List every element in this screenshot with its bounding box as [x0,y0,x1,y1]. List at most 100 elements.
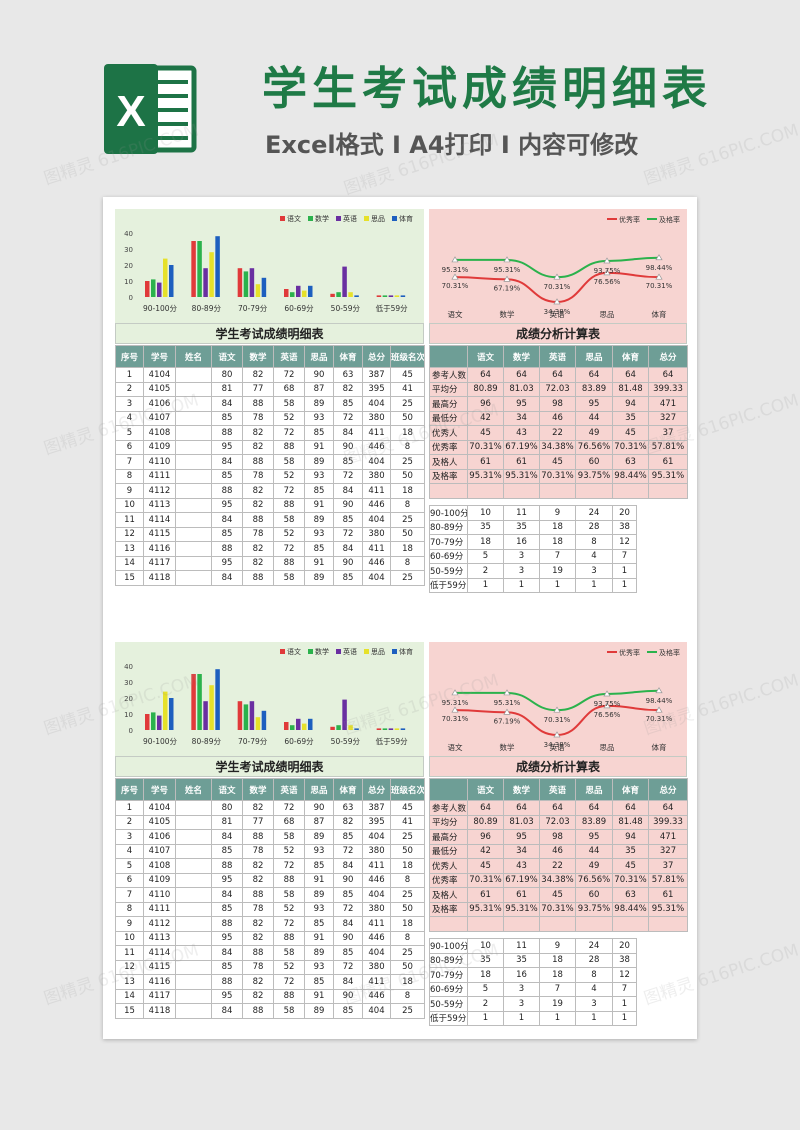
analysis-cell[interactable]: 95.31% [467,468,504,484]
analysis-cell[interactable]: 96 [467,396,504,412]
distribution-cell[interactable]: 20 [612,505,637,521]
score-cell[interactable]: 18 [390,974,425,990]
score-cell[interactable]: 411 [362,858,391,874]
distribution-cell[interactable]: 7 [612,981,637,997]
distribution-cell[interactable]: 1 [575,577,613,593]
analysis-cell[interactable]: 471 [648,829,688,845]
distribution-cell[interactable]: 28 [575,952,613,968]
analysis-cell[interactable]: 95.31% [648,901,688,917]
analysis-cell[interactable]: 95 [575,396,613,412]
score-cell[interactable]: 84 [211,396,243,412]
analysis-cell[interactable]: 70.31% [539,468,576,484]
analysis-cell[interactable]: 及格率 [429,901,468,917]
analysis-cell[interactable]: 81.48 [612,814,649,830]
score-cell[interactable]: 4106 [143,829,176,845]
distribution-cell[interactable]: 50-59分 [429,996,468,1012]
analysis-cell[interactable]: 98.44% [612,901,649,917]
score-cell[interactable]: 85 [333,454,363,470]
score-cell[interactable]: 380 [362,901,391,917]
analysis-cell[interactable]: 64 [539,367,576,383]
distribution-cell[interactable]: 10 [467,938,504,954]
score-cell[interactable]: 404 [362,887,391,903]
analysis-cell[interactable]: 44 [575,843,613,859]
distribution-cell[interactable]: 5 [467,548,504,564]
analysis-cell[interactable]: 64 [503,800,540,816]
distribution-cell[interactable]: 70-79分 [429,534,468,550]
score-cell[interactable] [175,570,212,586]
score-cell[interactable]: 50 [390,410,425,426]
score-cell[interactable]: 5 [115,858,144,874]
score-cell[interactable]: 380 [362,410,391,426]
score-cell[interactable]: 82 [242,916,274,932]
score-cell[interactable]: 82 [333,814,363,830]
distribution-cell[interactable]: 35 [467,519,504,535]
score-cell[interactable]: 4118 [143,1003,176,1019]
score-cell[interactable]: 72 [273,800,305,816]
score-cell[interactable]: 95 [211,872,243,888]
score-cell[interactable]: 88 [273,930,305,946]
score-cell[interactable] [175,974,212,990]
score-cell[interactable]: 85 [211,410,243,426]
score-cell[interactable]: 95 [211,555,243,571]
analysis-cell[interactable]: 95.31% [503,901,540,917]
score-cell[interactable]: 4115 [143,959,176,975]
score-cell[interactable]: 85 [304,541,334,557]
score-cell[interactable]: 404 [362,454,391,470]
analysis-cell[interactable]: 81.03 [503,381,540,397]
score-cell[interactable]: 8 [390,497,425,513]
analysis-cell[interactable]: 61 [648,887,688,903]
score-cell[interactable]: 8 [390,930,425,946]
score-cell[interactable]: 404 [362,512,391,528]
analysis-cell[interactable]: 35 [612,843,649,859]
score-cell[interactable]: 58 [273,829,305,845]
score-cell[interactable]: 81 [211,381,243,397]
score-cell[interactable]: 85 [211,901,243,917]
score-cell[interactable]: 8 [390,988,425,1004]
score-cell[interactable]: 25 [390,829,425,845]
score-cell[interactable]: 14 [115,988,144,1004]
distribution-cell[interactable]: 8 [575,967,613,983]
score-cell[interactable]: 91 [304,930,334,946]
analysis-cell[interactable]: 327 [648,410,688,426]
score-cell[interactable]: 84 [211,945,243,961]
analysis-cell[interactable]: 44 [575,410,613,426]
score-cell[interactable]: 82 [242,974,274,990]
score-cell[interactable]: 91 [304,555,334,571]
analysis-cell[interactable]: 61 [467,454,504,470]
analysis-cell[interactable]: 80.89 [467,814,504,830]
score-cell[interactable]: 41 [390,814,425,830]
analysis-cell[interactable]: 优秀人 [429,425,468,441]
score-cell[interactable]: 7 [115,887,144,903]
score-cell[interactable]: 50 [390,468,425,484]
score-cell[interactable]: 380 [362,526,391,542]
score-cell[interactable] [175,800,212,816]
distribution-cell[interactable]: 18 [467,534,504,550]
score-cell[interactable]: 72 [333,468,363,484]
analysis-cell[interactable]: 471 [648,396,688,412]
score-cell[interactable]: 89 [304,512,334,528]
score-cell[interactable]: 4106 [143,396,176,412]
score-cell[interactable]: 84 [333,541,363,557]
distribution-cell[interactable]: 1 [467,577,504,593]
score-cell[interactable]: 8 [115,468,144,484]
analysis-cell[interactable]: 98.44% [612,468,649,484]
analysis-cell[interactable]: 399.33 [648,814,688,830]
score-cell[interactable]: 89 [304,570,334,586]
score-cell[interactable]: 8 [390,439,425,455]
score-cell[interactable]: 68 [273,814,305,830]
distribution-cell[interactable]: 1 [612,996,637,1012]
analysis-cell[interactable]: 72.03 [539,814,576,830]
analysis-cell[interactable]: 93.75% [575,901,613,917]
score-cell[interactable]: 85 [211,843,243,859]
score-cell[interactable]: 80 [211,800,243,816]
analysis-cell[interactable]: 95 [575,829,613,845]
distribution-cell[interactable]: 18 [539,967,576,983]
analysis-cell[interactable]: 399.33 [648,381,688,397]
distribution-cell[interactable]: 1 [539,577,576,593]
score-cell[interactable]: 82 [242,858,274,874]
score-cell[interactable]: 8 [390,872,425,888]
score-cell[interactable]: 95 [211,439,243,455]
analysis-cell[interactable]: 95.31% [467,901,504,917]
score-cell[interactable]: 411 [362,425,391,441]
distribution-cell[interactable]: 38 [612,952,637,968]
